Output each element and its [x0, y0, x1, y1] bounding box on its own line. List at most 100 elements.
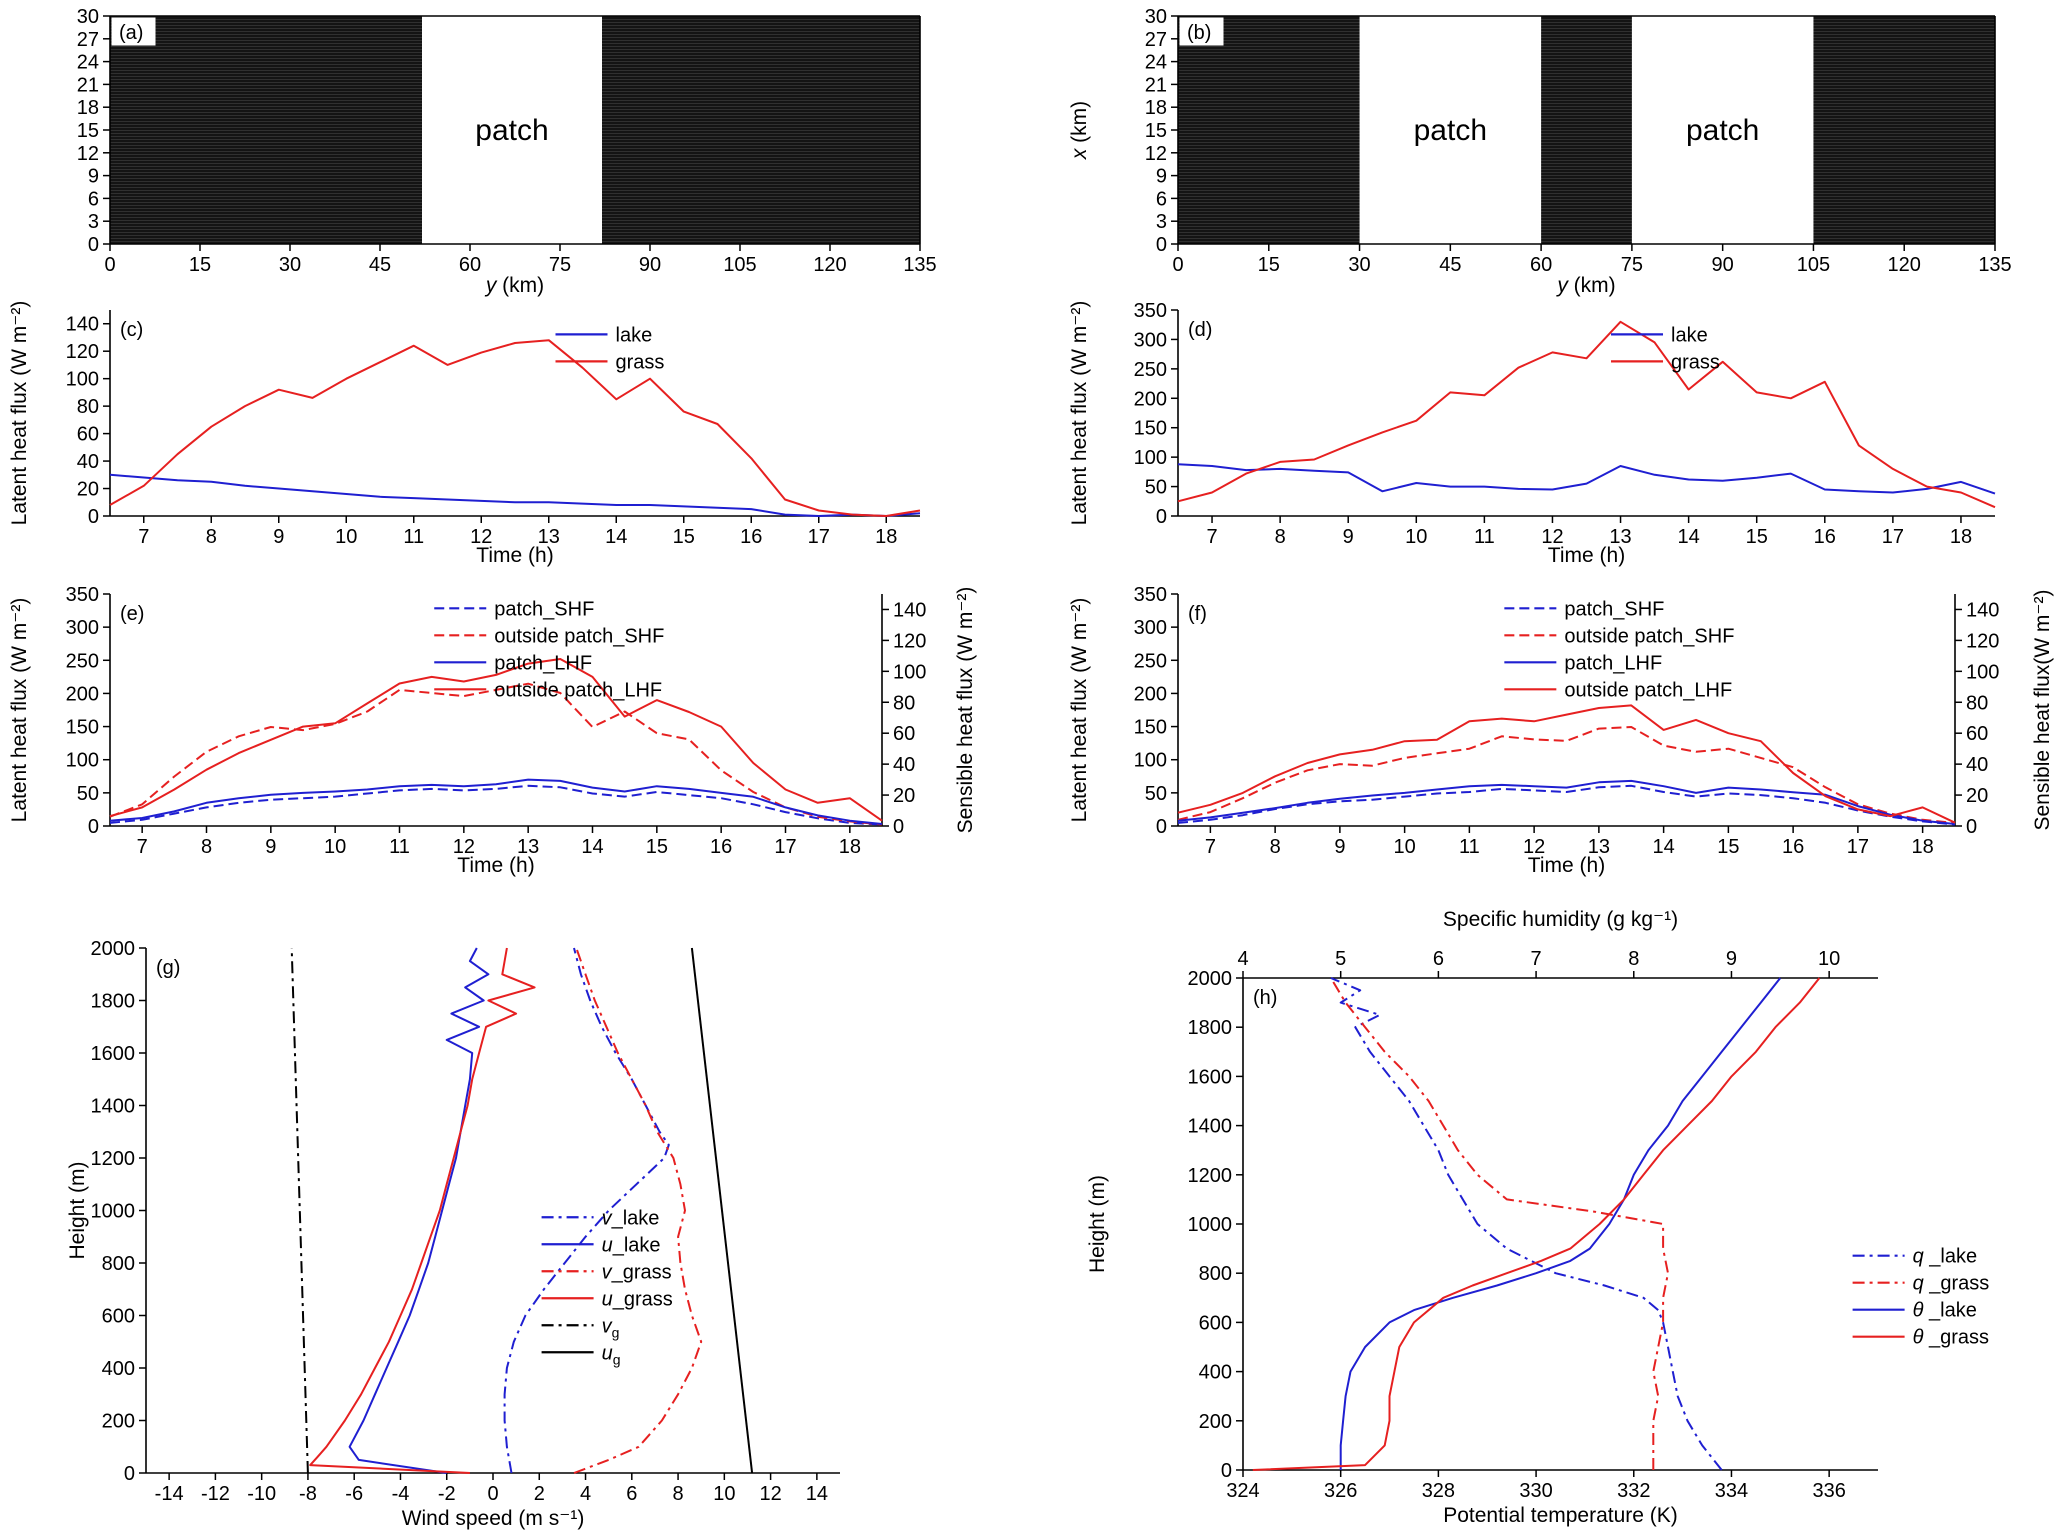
x-tick-label: 11	[1474, 526, 1495, 548]
y-tick-label: 150	[1134, 418, 1167, 440]
y-tick-label: 15	[77, 120, 99, 142]
legend-label: patch_LHF	[494, 652, 592, 674]
y2-tick-label: 0	[893, 816, 904, 838]
x-tick-label: 18	[1950, 526, 1972, 548]
y-tick-label: 100	[1134, 447, 1167, 469]
x2-tick-label: 8	[1628, 948, 1639, 970]
y-tick-label: 27	[1145, 29, 1167, 51]
y-tick-label: 24	[77, 52, 99, 74]
x-tick-label: 9	[1343, 526, 1354, 548]
x-tick-label: 336	[1812, 1480, 1845, 1502]
x-tick-label: 324	[1226, 1480, 1259, 1502]
series-u_lake	[348, 947, 490, 1474]
x-tick-label: 12	[1541, 526, 1563, 548]
series-grass	[109, 339, 921, 517]
x-tick-label: 135	[1978, 254, 2011, 276]
y-tick-label: 150	[66, 717, 99, 739]
y2-tick-label: 80	[1966, 692, 1988, 714]
y-tick-label: 50	[1145, 783, 1167, 805]
legend-label: θ _grass	[1913, 1327, 1989, 1349]
legend-label: θ _lake	[1913, 1300, 1977, 1322]
land-region	[1178, 16, 1360, 244]
y-tick-label: 0	[1156, 816, 1167, 838]
y-tick-label: 100	[1134, 750, 1167, 772]
x-tick-label: 13	[538, 526, 560, 548]
panel-a: patch 0 15 30 45 60 75 90 105 120 135 0 3 6 9 12 15 18 21 2…	[0, 2, 990, 302]
y2-tick-label: 80	[893, 692, 915, 714]
series-v_lake	[503, 947, 670, 1474]
y-tick-label: 200	[102, 1411, 135, 1433]
panel-label: (a)	[119, 22, 143, 44]
y-tick-label: 0	[88, 234, 99, 256]
x-tick-label: 75	[1621, 254, 1643, 276]
x-tick-label: 7	[137, 836, 148, 858]
x-tick-label: 14	[1653, 836, 1675, 858]
x-tick-label: 14	[1678, 526, 1700, 548]
y2-tick-label: 60	[1966, 723, 1988, 745]
x2-tick-label: 9	[1726, 948, 1737, 970]
y-tick-label: 9	[88, 166, 99, 188]
y-tick-label: 18	[1145, 97, 1167, 119]
panel-label: (b)	[1187, 22, 1211, 44]
x-tick-label: -8	[299, 1483, 317, 1505]
x-axis-label: y (km)	[484, 274, 544, 297]
x-tick-label: 16	[740, 526, 762, 548]
x-tick-label: 0	[1172, 254, 1183, 276]
y2-tick-label: 100	[893, 661, 926, 683]
x-tick-label: 2	[534, 1483, 545, 1505]
legend-label: patch_SHF	[494, 598, 594, 620]
y-axis-label: Latent heat flux (W m⁻²)	[1068, 301, 1091, 526]
series-outside_patch_SHF	[1177, 726, 1956, 824]
y2-tick-label: 140	[893, 599, 926, 621]
y-axis-label: Height (m)	[66, 1161, 89, 1259]
panel-g: -14 -12 -10 -8 -6 -4 -2 0 2 4 6 8 10 12 14 0 200 400 600 80…	[58, 930, 858, 1535]
y-tick-label: 80	[77, 396, 99, 418]
legend-label: patch_SHF	[1564, 598, 1664, 620]
series-outside_patch_SHF	[109, 682, 883, 826]
x-tick-label: 18	[1912, 836, 1934, 858]
x-tick-label: 12	[453, 836, 475, 858]
x-tick-label: 15	[189, 254, 211, 276]
y-axis-label: x (km)	[1068, 101, 1091, 160]
x-tick-label: 14	[605, 526, 627, 548]
legend-label: vg	[602, 1315, 620, 1340]
x-axis-label: Time (h)	[476, 544, 553, 567]
y2-tick-label: 60	[893, 723, 915, 745]
panel-label: (c)	[120, 319, 143, 341]
panel-d: 7 8 9 10 11 12 13 14 15 16 17 18 0 50 100 150 200 250 300 3…	[1060, 300, 2067, 572]
series-grass	[1177, 320, 1996, 509]
x-tick-label: 15	[646, 836, 668, 858]
y-tick-label: 12	[77, 143, 99, 165]
legend-label: ug	[602, 1342, 621, 1367]
x-tick-label: 11	[1459, 836, 1480, 858]
y-tick-label: 0	[1221, 1460, 1232, 1482]
x-tick-label: 17	[774, 836, 796, 858]
x-tick-label: 13	[517, 836, 539, 858]
y-tick-label: 350	[1134, 300, 1167, 322]
panel-label: (f)	[1188, 603, 1207, 625]
x-tick-label: 14	[581, 836, 603, 858]
legend-label: q _lake	[1913, 1246, 1978, 1268]
x2-tick-label: 10	[1818, 948, 1840, 970]
x-tick-label: -6	[345, 1483, 363, 1505]
x-tick-label: 90	[639, 254, 661, 276]
x-tick-label: 30	[279, 254, 301, 276]
x-tick-label: 16	[1814, 526, 1836, 548]
y-tick-label: 140	[66, 314, 99, 336]
x-tick-label: 120	[1888, 254, 1921, 276]
panel-b: patch patch 0 15 30 45 60 75 90 105 120 135 0 3 6 9 12 15…	[1060, 2, 2067, 302]
x-tick-label: 14	[806, 1483, 828, 1505]
x-tick-label: 18	[875, 526, 897, 548]
y-tick-label: 3	[88, 211, 99, 233]
y-tick-label: 250	[1134, 359, 1167, 381]
y-tick-label: 2000	[91, 938, 136, 960]
y-tick-label: 21	[1145, 74, 1167, 96]
x-tick-label: 45	[369, 254, 391, 276]
x-tick-label: 18	[839, 836, 861, 858]
y-tick-label: 300	[1134, 329, 1167, 351]
legend-label: grass	[616, 351, 665, 373]
